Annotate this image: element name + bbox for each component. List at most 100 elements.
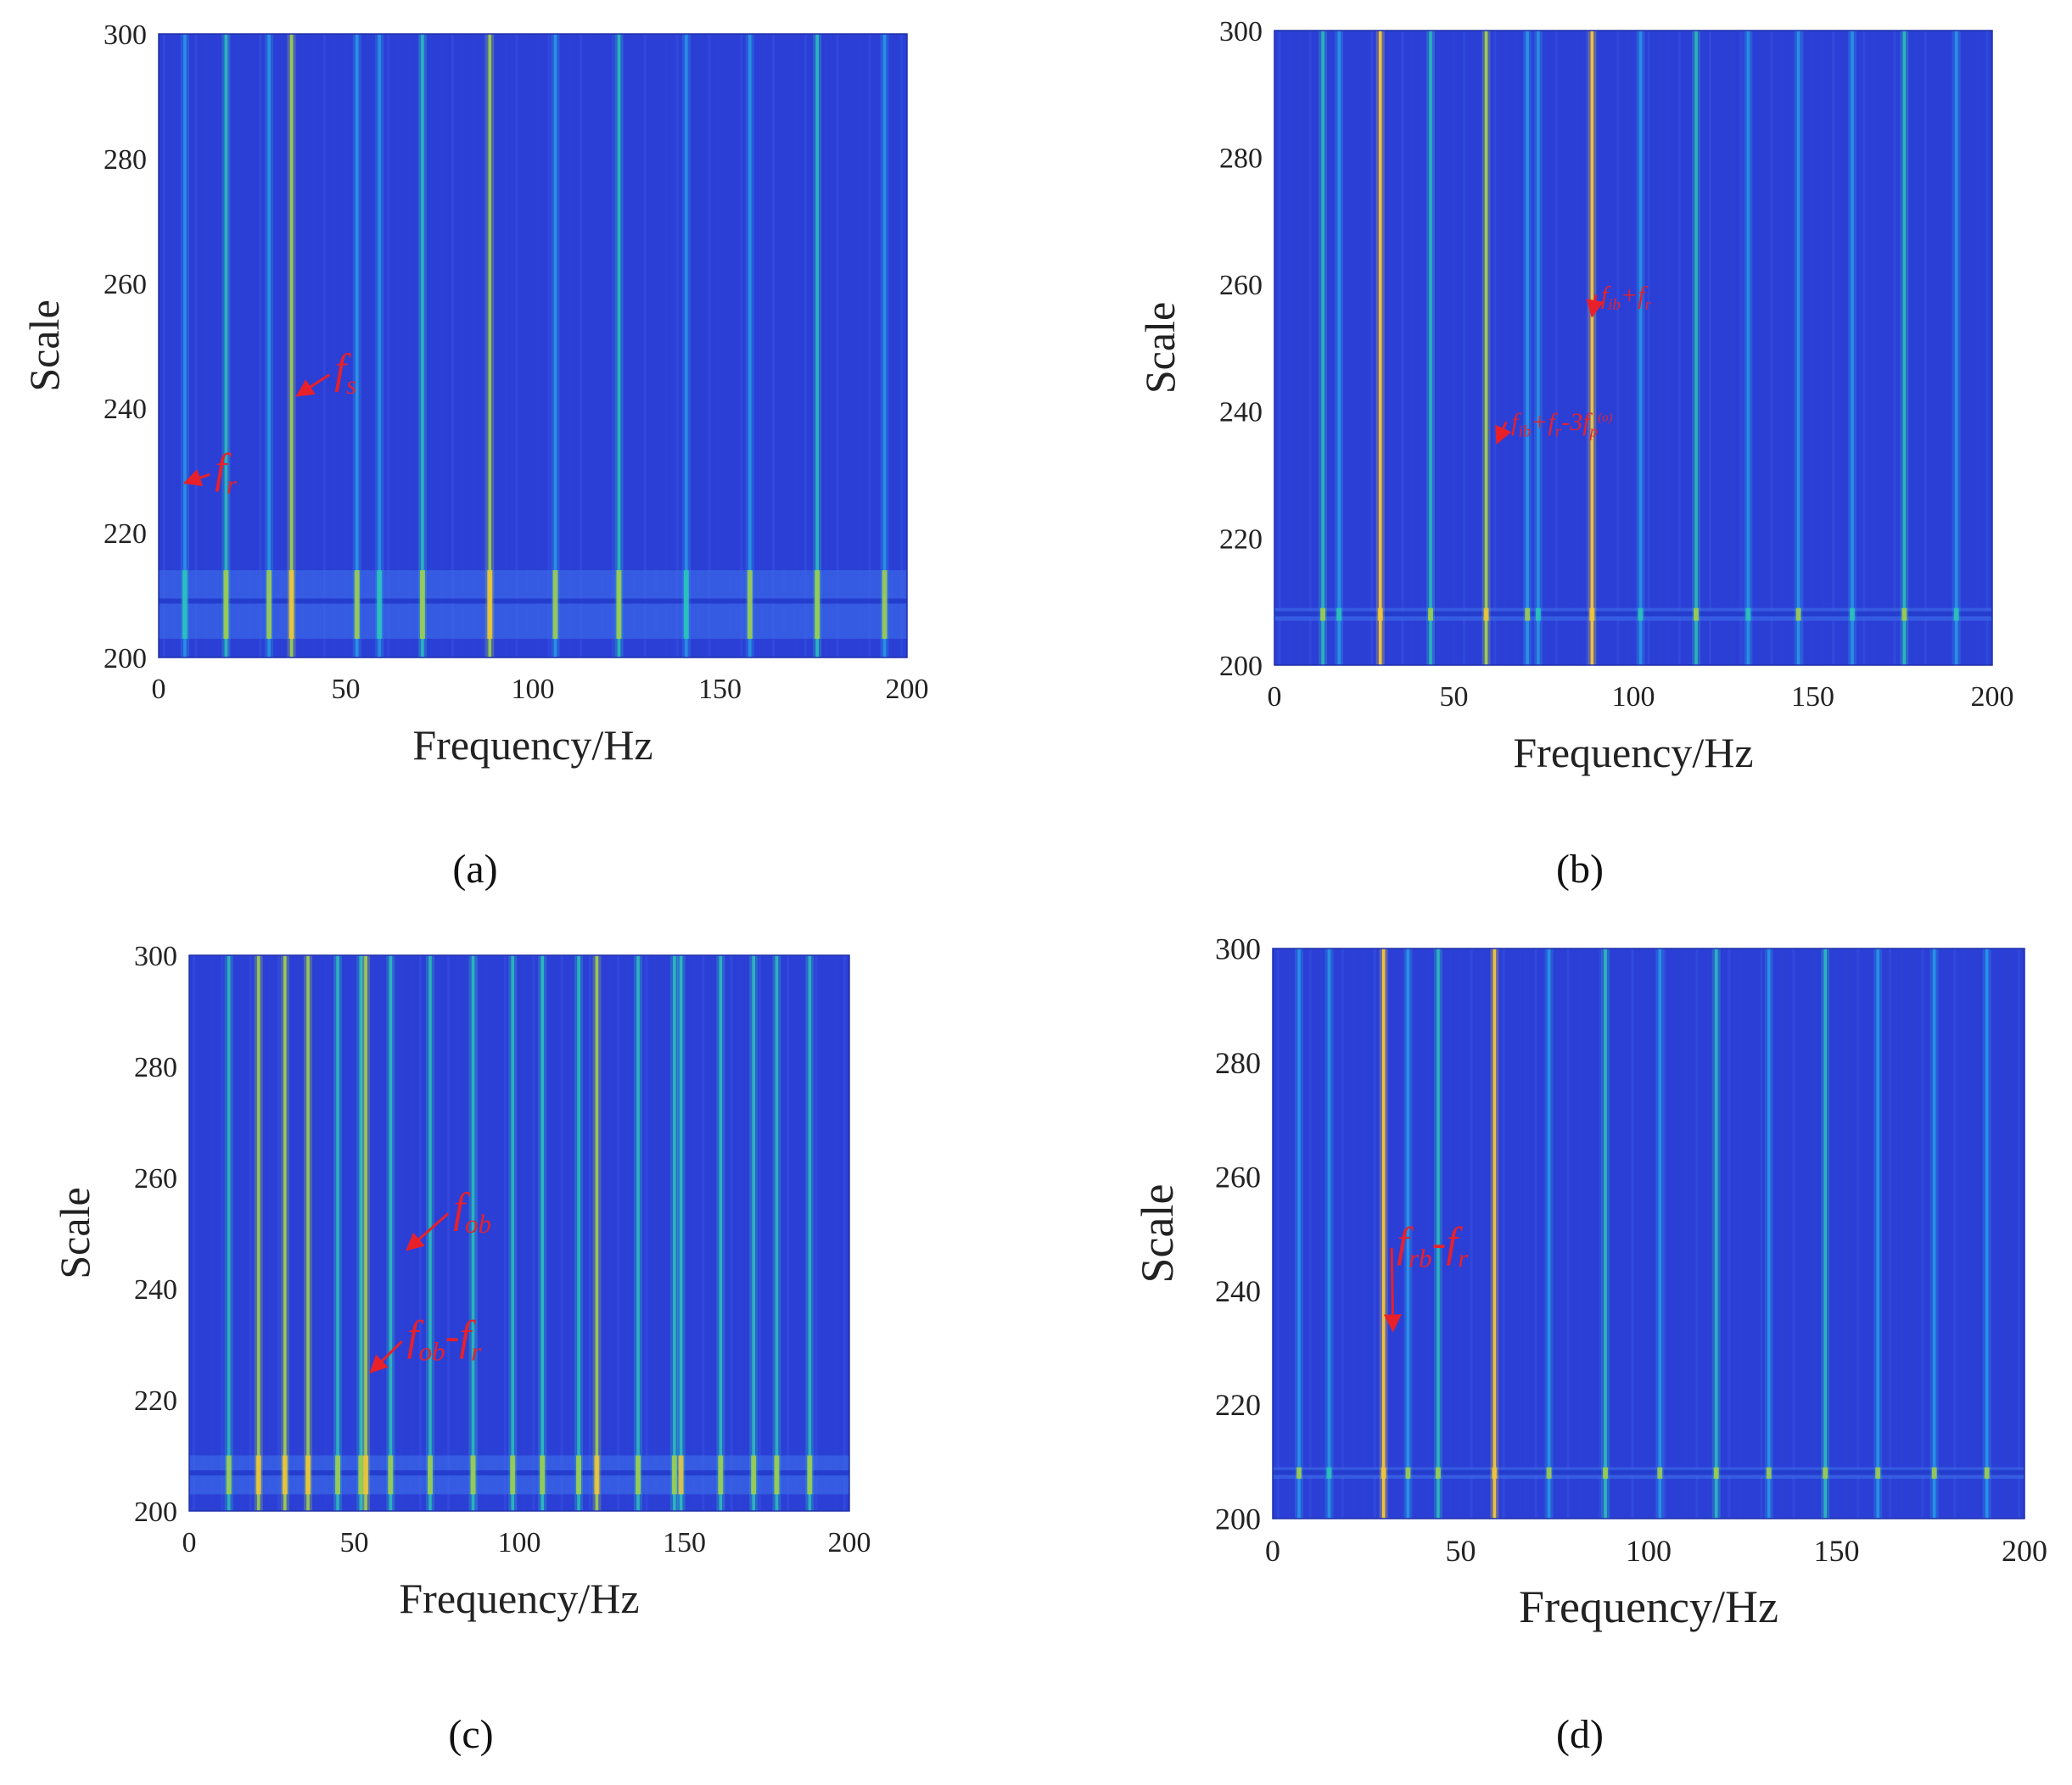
texture-line — [1910, 948, 1913, 1519]
panel-label-a: (a) — [452, 847, 497, 892]
texture-line — [1706, 948, 1710, 1519]
texture-line — [580, 34, 583, 657]
texture-line — [202, 955, 205, 1511]
texture-line — [1502, 948, 1505, 1519]
texture-line — [1674, 948, 1677, 1519]
texture-line — [868, 34, 871, 657]
texture-line — [238, 34, 240, 657]
texture-line — [1534, 31, 1537, 665]
texture-line — [315, 955, 318, 1511]
texture-line — [1760, 948, 1763, 1519]
texture-line — [1544, 31, 1548, 665]
texture-line — [1401, 31, 1404, 665]
texture-line — [1878, 948, 1881, 1519]
texture-line — [1913, 31, 1917, 665]
texture-line — [1483, 31, 1487, 665]
texture-line — [1391, 31, 1394, 665]
texture-line — [740, 34, 743, 657]
y-tick-label: 260 — [1215, 1160, 1261, 1194]
spectral-line-lowband — [807, 1455, 813, 1495]
texture-line — [239, 955, 243, 1511]
x-tick-label: 0 — [152, 674, 166, 705]
texture-line — [900, 34, 904, 657]
texture-line — [654, 34, 658, 657]
plot-area-b — [1274, 31, 1992, 665]
spectral-line-lowband — [1428, 607, 1434, 621]
texture-line — [1416, 948, 1420, 1519]
texture-line — [269, 34, 272, 657]
texture-line — [1852, 31, 1856, 665]
texture-line — [1298, 31, 1302, 665]
texture-line — [381, 955, 384, 1511]
spectral-line-lowband — [576, 1455, 582, 1495]
texture-line — [287, 955, 290, 1511]
spectral-line — [1337, 31, 1341, 665]
low-scale-band-dark — [1274, 611, 1992, 617]
spectral-line-lowband — [882, 570, 888, 639]
spectral-line-lowband — [1492, 1467, 1498, 1479]
texture-line — [626, 955, 630, 1511]
texture-line — [633, 34, 636, 657]
texture-line — [1631, 948, 1634, 1519]
spectral-line-lowband — [182, 570, 188, 639]
texture-line — [344, 34, 347, 657]
texture-line — [1352, 948, 1355, 1519]
spectral-line — [1604, 948, 1607, 1519]
texture-line — [366, 34, 369, 657]
spectral-line — [1297, 948, 1301, 1519]
spectral-line-lowband — [1638, 607, 1644, 621]
texture-line — [601, 34, 604, 657]
texture-line — [1319, 948, 1323, 1519]
annotation-arrow — [369, 1340, 403, 1374]
spectral-line-lowband — [1795, 607, 1801, 621]
texture-line — [1287, 948, 1291, 1519]
spectral-line — [1746, 31, 1750, 665]
spectral-line-lowband — [616, 570, 622, 639]
texture-line — [1599, 948, 1602, 1519]
spectral-line — [1492, 948, 1497, 1519]
texture-line — [227, 34, 230, 657]
texture-line — [1588, 948, 1591, 1519]
texture-line — [697, 34, 700, 657]
x-axis-label: Frequency/Hz — [412, 721, 652, 769]
texture-line — [1663, 948, 1666, 1519]
spectral-line-lowband — [470, 1455, 476, 1495]
spectral-line-lowband — [552, 570, 558, 639]
x-tick-label: 100 — [1612, 681, 1655, 713]
spectral-line-lowband — [1435, 1467, 1441, 1479]
texture-line — [558, 34, 561, 657]
texture-line — [1411, 31, 1414, 665]
spectral-line-lowband — [1657, 1467, 1663, 1479]
x-axis-label: Frequency/Hz — [1519, 1581, 1778, 1632]
spectral-line — [1902, 31, 1907, 665]
spectral-line — [428, 955, 432, 1511]
panel-b: 0 50 100 150 200 200 220 240 260 280 300 Frequency/… — [1136, 16, 2014, 776]
texture-line — [1373, 948, 1376, 1519]
texture-line — [447, 955, 451, 1511]
texture-line — [796, 955, 799, 1511]
y-axis-label: Scale — [51, 1187, 98, 1279]
y-tick-label: 260 — [104, 269, 147, 300]
spectral-line — [1590, 31, 1594, 665]
spectral-line — [359, 955, 363, 1511]
spectral-line — [306, 955, 310, 1511]
texture-line — [739, 955, 742, 1511]
spectral-line-lowband — [1953, 607, 1959, 621]
texture-line — [536, 34, 540, 657]
spectral-line — [1406, 948, 1410, 1519]
spectral-line-lowband — [1823, 1467, 1828, 1479]
texture-line — [494, 34, 497, 657]
panel-label-d: (d) — [1556, 1712, 1604, 1757]
texture-line — [1513, 948, 1516, 1519]
annotation-arrow — [1586, 294, 1604, 318]
spectral-line — [1796, 31, 1800, 665]
spectral-line-lowband — [1380, 1467, 1386, 1479]
texture-line — [1760, 31, 1763, 665]
texture-line — [708, 34, 711, 657]
spectral-line-lowband — [1326, 1467, 1332, 1479]
texture-line — [1523, 948, 1526, 1519]
spectral-line-lowband — [223, 570, 229, 639]
texture-line — [824, 955, 827, 1511]
x-tick-label: 50 — [340, 1527, 369, 1558]
texture-line — [1395, 948, 1398, 1519]
